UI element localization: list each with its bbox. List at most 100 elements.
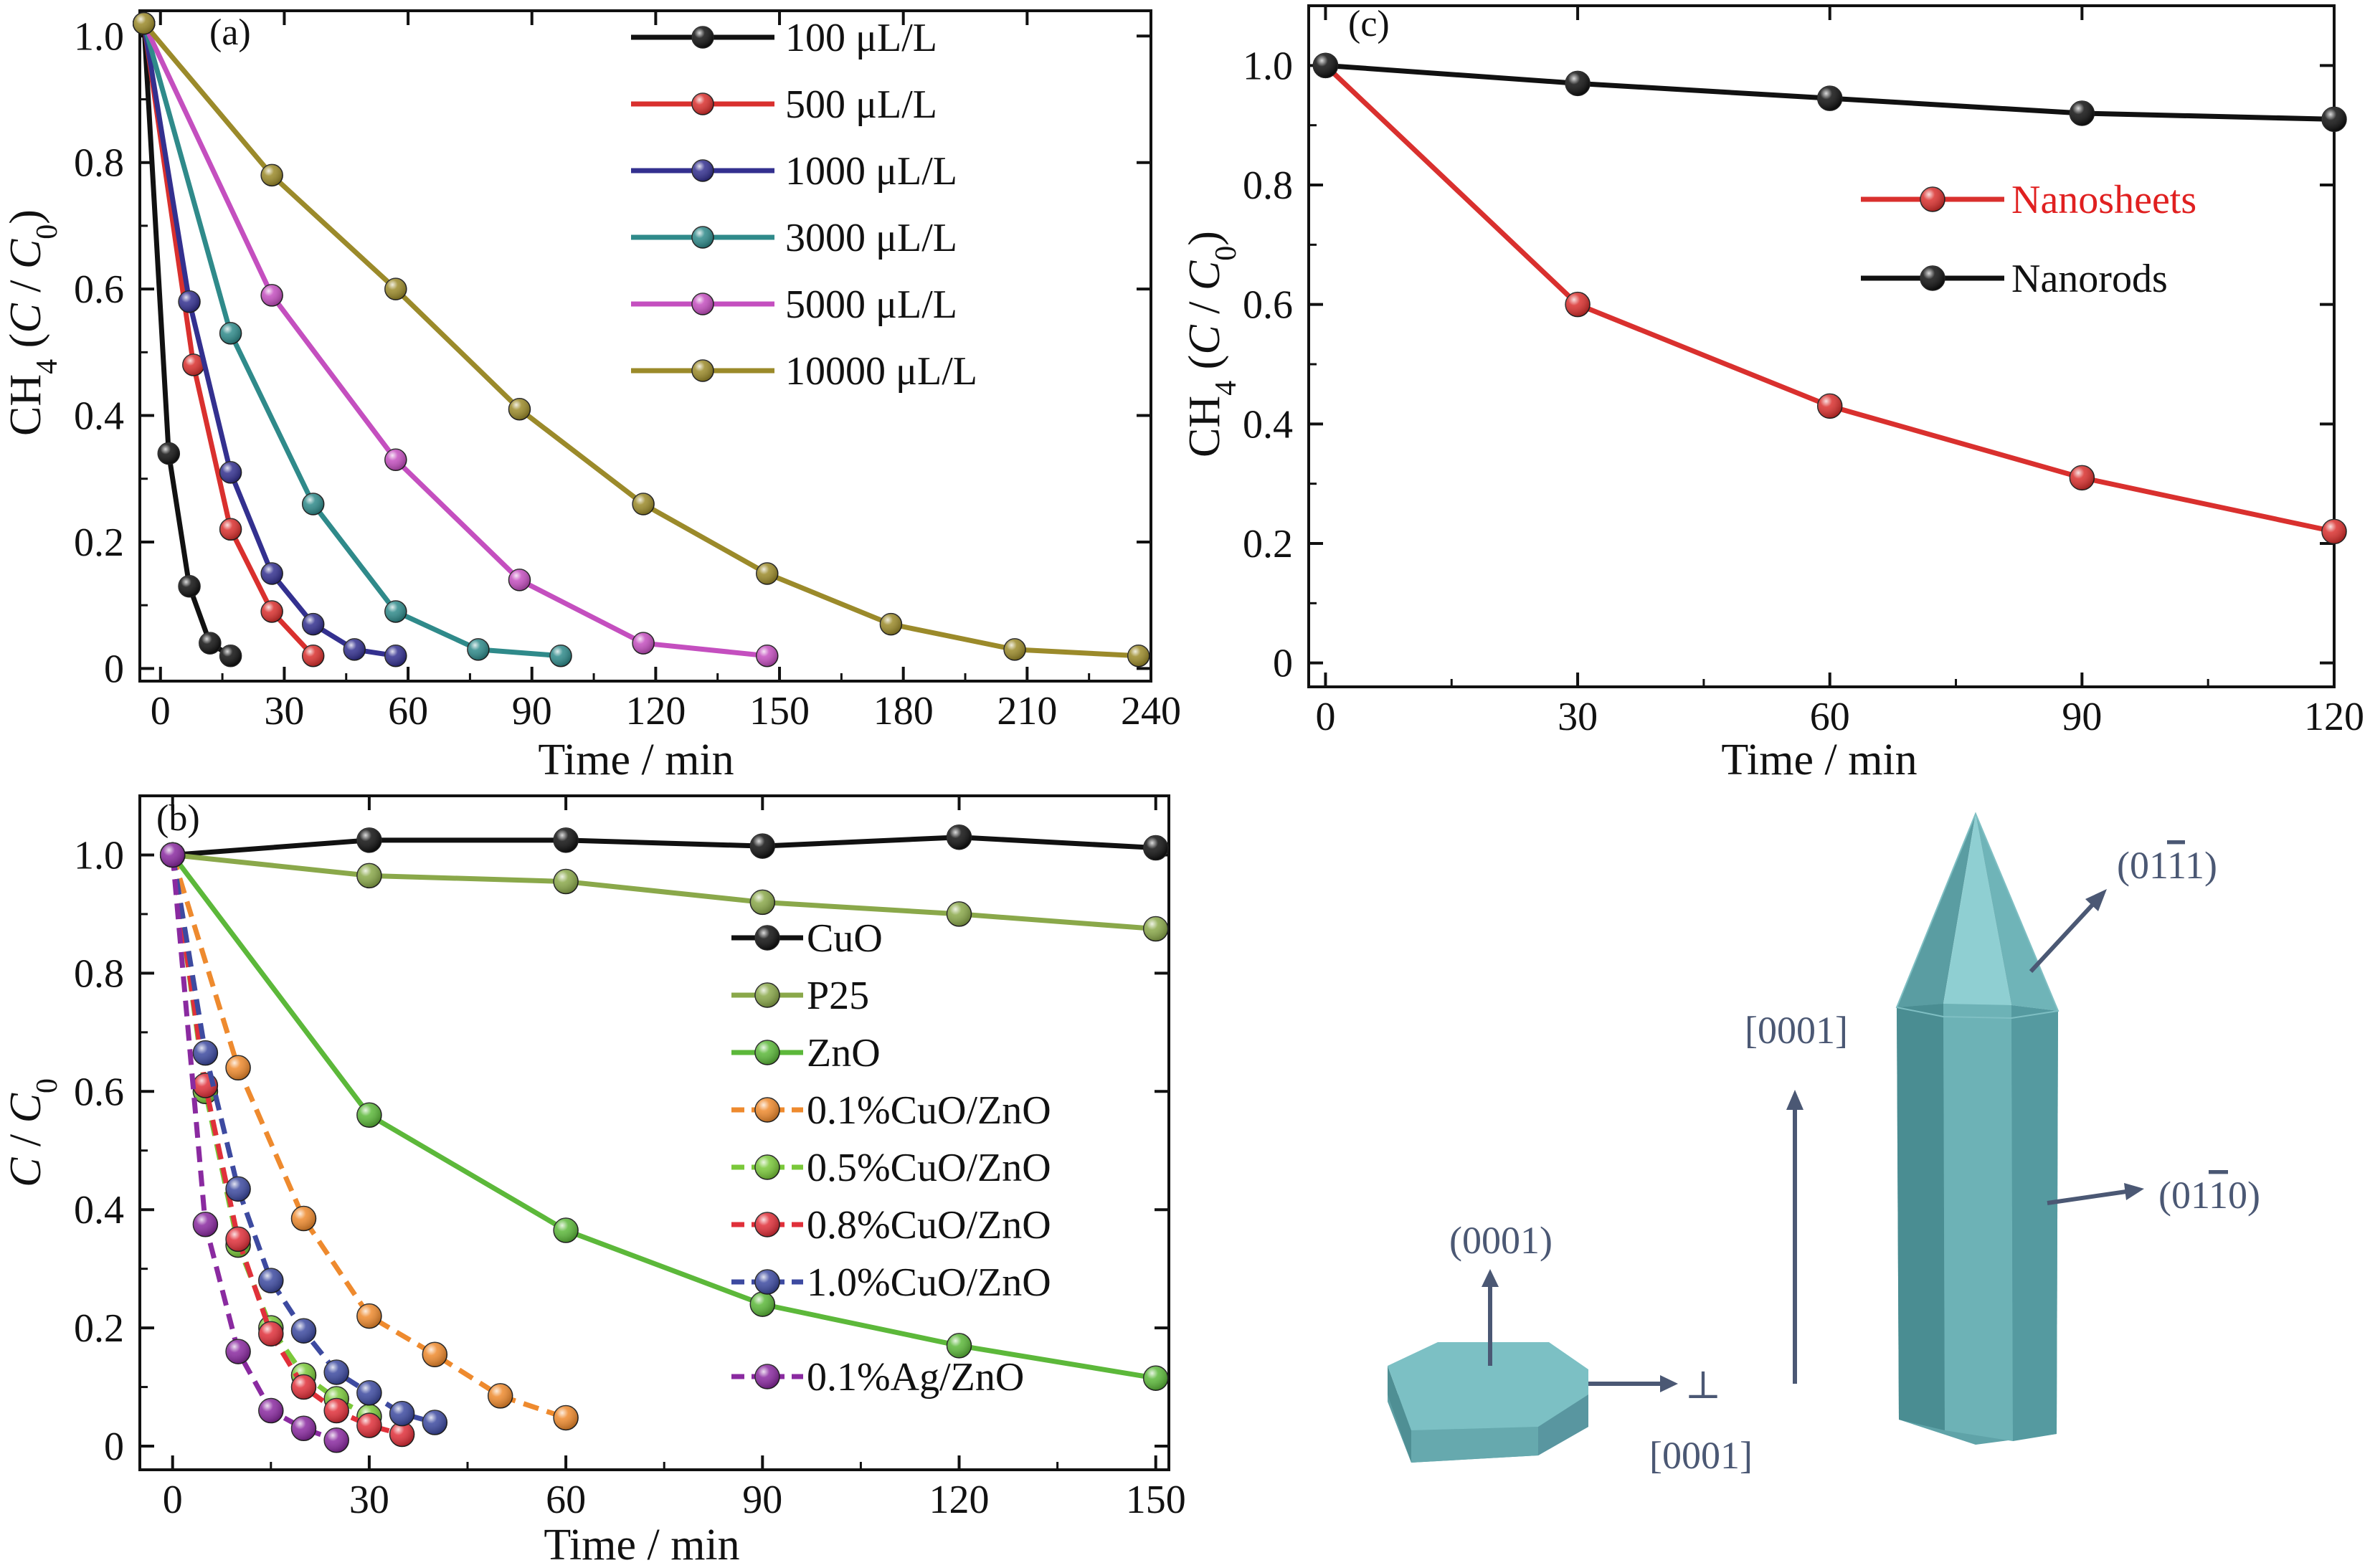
legend-entry-a: 100 μL/L — [631, 16, 937, 60]
arrow-vertical — [1786, 1090, 1803, 1384]
legend-marker-shading — [692, 27, 714, 48]
data-point-shading — [193, 1040, 218, 1065]
legend-entry-b: 0.8%CuO/ZnO — [731, 1203, 1051, 1248]
data-point-shading — [261, 284, 283, 306]
legend-entry-b: 1.0%CuO/ZnO — [731, 1260, 1051, 1305]
data-point-shading — [756, 645, 778, 667]
series-a-5 — [133, 11, 1150, 667]
data-point-shading — [324, 1359, 349, 1384]
panel-label-a: (a) — [209, 12, 251, 53]
legend-c: Nanosheets Nanorods — [1861, 178, 2196, 301]
legend-entry-a: 5000 μL/L — [631, 282, 957, 327]
data-point-shading — [2070, 101, 2095, 125]
x-tick-label-a: 0 — [151, 689, 171, 733]
series-line — [170, 853, 1157, 1381]
data-point-shading — [193, 1212, 218, 1237]
data-point-shading — [219, 518, 242, 541]
chart-panel-a: 0 30 60 90 120 150 180 210 240 0 0.2 0.4 0.6 0.8 1.0 1… — [1, 9, 1181, 784]
legend-label: 0.8%CuO/ZnO — [807, 1203, 1051, 1248]
y-tick-label-a: 0.8 — [74, 141, 124, 186]
legend-marker-shading — [755, 1212, 779, 1237]
series-line — [141, 22, 561, 659]
y-tick-label-b: 0.6 — [74, 1070, 124, 1114]
data-point-shading — [554, 869, 579, 894]
panel-label-b: (b) — [156, 798, 200, 839]
legend-entry-c: Nanorods — [1861, 257, 2168, 301]
legend-entry-a: 1000 μL/L — [631, 149, 957, 194]
legend-marker-shading — [692, 293, 714, 315]
y-tick-label-c: 0.8 — [1243, 163, 1293, 208]
label-vertical-direction: [0001] — [1745, 1009, 1848, 1052]
legend-marker-shading — [755, 983, 779, 1007]
data-point-shading — [422, 1410, 447, 1435]
data-point-shading — [302, 613, 324, 635]
data-point-shading — [261, 600, 283, 622]
legend-marker-shading — [755, 1364, 779, 1389]
legend-label: 0.5%CuO/ZnO — [807, 1146, 1051, 1190]
y-tick-label-c: 1.0 — [1243, 44, 1293, 88]
legend-marker-shading — [692, 93, 714, 115]
series-b-7 — [159, 842, 349, 1453]
legend-entry-c: Nanosheets — [1861, 178, 2196, 222]
y-tick-label-c: 0.4 — [1243, 402, 1293, 447]
data-point-shading — [356, 863, 381, 888]
x-axis-title-a: Time / min — [538, 736, 734, 784]
legend-label: 0.1%CuO/ZnO — [807, 1088, 1051, 1133]
x-tick-label-b: 150 — [1126, 1478, 1186, 1522]
arrow-prism — [2047, 1183, 2144, 1205]
series-line — [1324, 63, 2335, 534]
data-point-shading — [199, 632, 221, 655]
data-point-shading — [324, 1427, 349, 1453]
series-a-2 — [133, 11, 407, 667]
data-point-shading — [133, 12, 155, 34]
series-line — [141, 22, 768, 659]
overbar-digit: 1 — [2167, 844, 2185, 887]
data-point-shading — [1143, 835, 1168, 860]
arrow-hex-top — [1482, 1269, 1499, 1366]
data-point-shading — [179, 575, 201, 597]
data-point-shading — [508, 398, 531, 420]
arrow-hex-right — [1588, 1375, 1678, 1392]
data-point-shading — [2322, 519, 2346, 544]
data-point-shading — [1817, 86, 1842, 111]
data-point-shading — [302, 493, 324, 515]
y-tick-label-a: 0.6 — [74, 267, 124, 312]
data-point-shading — [291, 1206, 316, 1231]
y-tick-label-b: 0.2 — [74, 1306, 124, 1351]
legend-entry-b: CuO — [731, 916, 883, 961]
y-tick-label-b: 1.0 — [74, 833, 124, 878]
series-b-1 — [159, 842, 1169, 942]
x-tick-label-a: 150 — [749, 689, 810, 733]
legend-label: 0.1%Ag/ZnO — [807, 1355, 1024, 1400]
data-point-shading — [554, 1218, 579, 1243]
x-tick-label-a: 60 — [388, 689, 428, 733]
data-point-shading — [356, 1413, 381, 1438]
legend-marker-shading — [692, 360, 714, 381]
x-tick-label-c: 90 — [2062, 695, 2102, 739]
series-b-3 — [159, 842, 579, 1431]
label-prism-plane: (0110) — [2158, 1174, 2260, 1217]
data-point-shading — [384, 278, 407, 300]
data-point-shading — [750, 890, 775, 915]
data-point-shading — [302, 645, 324, 667]
data-point-shading — [291, 1374, 316, 1400]
data-point-shading — [947, 825, 972, 850]
legend-label: 10000 μL/L — [785, 349, 977, 394]
series-line — [172, 835, 1156, 857]
data-point-shading — [384, 645, 407, 667]
data-point-shading — [356, 1303, 381, 1329]
x-tick-label-a: 210 — [997, 689, 1057, 733]
series-group-c — [1312, 52, 2347, 545]
x-tick-label-c: 120 — [2304, 695, 2364, 739]
legend-label: 3000 μL/L — [785, 216, 957, 260]
data-point-shading — [158, 442, 180, 465]
legend-label: 1.0%CuO/ZnO — [807, 1260, 1051, 1305]
data-point-shading — [1565, 292, 1591, 317]
series-line — [142, 22, 1139, 659]
data-point-shading — [1143, 916, 1168, 941]
hexagonal-rod — [1895, 812, 2059, 1445]
legend-marker-shading — [755, 926, 779, 950]
data-point-shading — [182, 353, 204, 376]
